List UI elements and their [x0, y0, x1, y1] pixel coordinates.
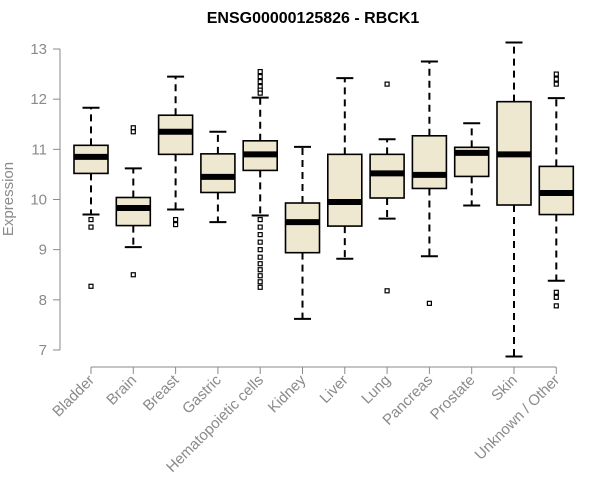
outlier-point — [257, 261, 263, 267]
outlier-point — [257, 73, 263, 80]
iqr-box — [200, 153, 236, 194]
outlier-point — [88, 283, 94, 289]
box-bladder — [73, 106, 109, 289]
iqr-box — [284, 202, 321, 254]
box-prostate — [453, 122, 490, 207]
outlier-point — [257, 90, 263, 96]
box-unknown-other — [538, 71, 575, 309]
outlier-point — [257, 254, 263, 260]
x-tick-label: Kidney — [265, 371, 310, 416]
outlier-point — [257, 267, 263, 273]
outlier-point — [553, 303, 559, 309]
outlier-point — [173, 221, 179, 228]
outlier-point — [88, 216, 94, 223]
box-skin — [496, 41, 532, 358]
x-tick-label: Brain — [103, 372, 140, 409]
box-lung — [369, 81, 405, 294]
outlier-point — [257, 279, 263, 285]
iqr-box — [411, 134, 448, 190]
x-tick-label: Bladder — [49, 372, 98, 421]
y-tick-label: 13 — [30, 41, 47, 58]
outlier-point — [553, 71, 559, 77]
box-liver — [326, 77, 363, 260]
x-tick-label: Breast — [140, 371, 183, 414]
iqr-box — [115, 196, 152, 227]
y-tick-label: 10 — [30, 192, 47, 209]
outlier-point — [553, 289, 559, 295]
y-axis-ticks: 7 8 9 10 11 12 13 — [30, 41, 60, 359]
box-gastric — [200, 130, 236, 224]
outlier-point — [88, 224, 94, 230]
box-breast — [157, 75, 194, 228]
outlier-point — [257, 232, 263, 238]
x-tick-label: Prostate — [427, 372, 479, 424]
outlier-point — [257, 216, 263, 223]
y-tick-label: 9 — [39, 242, 47, 259]
outlier-point — [130, 272, 136, 278]
y-tick-label: 7 — [39, 342, 47, 359]
outlier-point — [257, 273, 263, 279]
x-tick-label: Lung — [358, 372, 394, 408]
box-series — [73, 41, 575, 358]
outlier-point — [553, 76, 559, 82]
outlier-point — [257, 284, 263, 290]
outlier-point — [130, 125, 136, 131]
outlier-point — [553, 81, 559, 87]
iqr-box — [326, 153, 363, 227]
outlier-point — [130, 129, 136, 135]
x-tick-label: Liver — [317, 372, 352, 407]
y-tick-label: 8 — [39, 292, 47, 309]
outlier-point — [384, 288, 390, 294]
box-pancreas — [411, 60, 448, 306]
outlier-point — [257, 68, 263, 75]
outlier-point — [553, 294, 559, 300]
y-tick-label: 11 — [31, 141, 47, 158]
outlier-point — [173, 216, 179, 223]
outlier-point — [257, 79, 263, 85]
x-tick-label: Skin — [488, 372, 521, 405]
outlier-point — [257, 239, 263, 245]
y-axis-label: Expression — [0, 162, 17, 236]
box-brain — [115, 125, 152, 278]
y-tick-label: 12 — [30, 91, 47, 108]
box-hematopoietic-cells — [242, 68, 278, 290]
outlier-point — [257, 247, 263, 253]
outlier-point — [426, 300, 432, 306]
iqr-box — [157, 114, 194, 156]
chart-title: ENSG00000125826 - RBCK1 — [207, 10, 420, 27]
outlier-point — [384, 81, 390, 87]
outlier-point — [257, 224, 263, 230]
box-kidney — [284, 145, 321, 320]
